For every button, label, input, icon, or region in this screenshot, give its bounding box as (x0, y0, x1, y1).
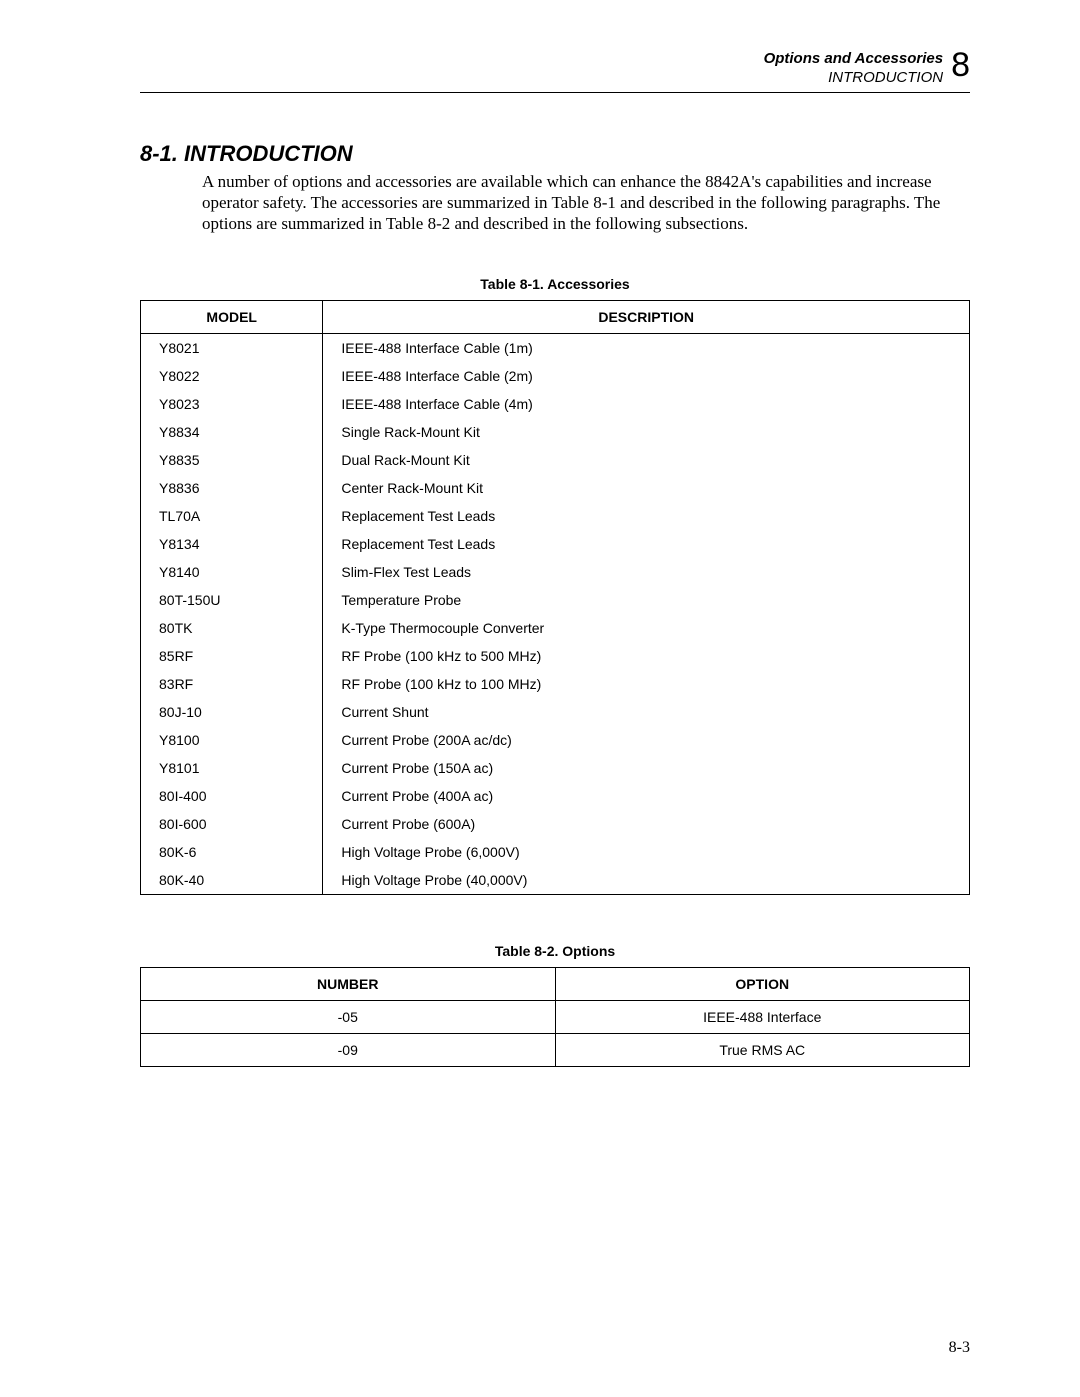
accessories-table: MODEL DESCRIPTION Y8021IEEE-488 Interfac… (140, 300, 970, 895)
model-cell: Y8836 (141, 474, 323, 502)
model-cell: Y8022 (141, 362, 323, 390)
description-cell: Temperature Probe (323, 586, 970, 614)
table-row: 80T-150UTemperature Probe (141, 586, 970, 614)
model-cell: Y8134 (141, 530, 323, 558)
description-cell: RF Probe (100 kHz to 100 MHz) (323, 670, 970, 698)
table2-col-option: OPTION (555, 968, 970, 1001)
number-cell: -05 (141, 1001, 556, 1034)
model-cell: Y8021 (141, 334, 323, 363)
table-row: -05IEEE-488 Interface (141, 1001, 970, 1034)
table-row: TL70AReplacement Test Leads (141, 502, 970, 530)
table-row: 85RFRF Probe (100 kHz to 500 MHz) (141, 642, 970, 670)
table-row: Y8022IEEE-488 Interface Cable (2m) (141, 362, 970, 390)
table-row: 80I-400Current Probe (400A ac) (141, 782, 970, 810)
model-cell: Y8100 (141, 726, 323, 754)
model-cell: Y8834 (141, 418, 323, 446)
table-row: 80I-600Current Probe (600A) (141, 810, 970, 838)
header-text-block: Options and Accessories INTRODUCTION (764, 50, 944, 88)
model-cell: 80K-40 (141, 866, 323, 895)
table1-caption: Table 8-1. Accessories (140, 276, 970, 292)
model-cell: Y8023 (141, 390, 323, 418)
option-cell: True RMS AC (555, 1034, 970, 1067)
intro-paragraph: A number of options and accessories are … (202, 171, 970, 235)
table-row: Y8836Center Rack-Mount Kit (141, 474, 970, 502)
table-row: 83RFRF Probe (100 kHz to 100 MHz) (141, 670, 970, 698)
model-cell: Y8140 (141, 558, 323, 586)
model-cell: 80I-600 (141, 810, 323, 838)
description-cell: Current Shunt (323, 698, 970, 726)
description-cell: Center Rack-Mount Kit (323, 474, 970, 502)
table-row: Y8101Current Probe (150A ac) (141, 754, 970, 782)
table-row: Y8023IEEE-488 Interface Cable (4m) (141, 390, 970, 418)
description-cell: IEEE-488 Interface Cable (4m) (323, 390, 970, 418)
model-cell: 83RF (141, 670, 323, 698)
description-cell: RF Probe (100 kHz to 500 MHz) (323, 642, 970, 670)
model-cell: 80K-6 (141, 838, 323, 866)
table-row: 80TKK-Type Thermocouple Converter (141, 614, 970, 642)
description-cell: High Voltage Probe (40,000V) (323, 866, 970, 895)
page-header: Options and Accessories INTRODUCTION 8 (140, 50, 970, 93)
header-subtitle: INTRODUCTION (764, 69, 944, 88)
description-cell: Replacement Test Leads (323, 502, 970, 530)
table2-col-number: NUMBER (141, 968, 556, 1001)
option-cell: IEEE-488 Interface (555, 1001, 970, 1034)
table1-header-row: MODEL DESCRIPTION (141, 301, 970, 334)
page: Options and Accessories INTRODUCTION 8 8… (0, 0, 1080, 1397)
description-cell: IEEE-488 Interface Cable (1m) (323, 334, 970, 363)
table1-col-model: MODEL (141, 301, 323, 334)
description-cell: Replacement Test Leads (323, 530, 970, 558)
model-cell: 85RF (141, 642, 323, 670)
table-row: 80J-10Current Shunt (141, 698, 970, 726)
table2-caption: Table 8-2. Options (140, 943, 970, 959)
model-cell: 80T-150U (141, 586, 323, 614)
number-cell: -09 (141, 1034, 556, 1067)
description-cell: High Voltage Probe (6,000V) (323, 838, 970, 866)
model-cell: 80J-10 (141, 698, 323, 726)
table-row: Y8834Single Rack-Mount Kit (141, 418, 970, 446)
description-cell: Current Probe (400A ac) (323, 782, 970, 810)
table-row: Y8021IEEE-488 Interface Cable (1m) (141, 334, 970, 363)
description-cell: Current Probe (150A ac) (323, 754, 970, 782)
table-row: Y8134Replacement Test Leads (141, 530, 970, 558)
table-row: Y8140Slim-Flex Test Leads (141, 558, 970, 586)
description-cell: Current Probe (600A) (323, 810, 970, 838)
options-table: NUMBER OPTION -05IEEE-488 Interface-09Tr… (140, 967, 970, 1067)
description-cell: Slim-Flex Test Leads (323, 558, 970, 586)
table-row: Y8100Current Probe (200A ac/dc) (141, 726, 970, 754)
description-cell: Single Rack-Mount Kit (323, 418, 970, 446)
header-chapter-number: 8 (951, 48, 970, 82)
table-row: Y8835Dual Rack-Mount Kit (141, 446, 970, 474)
description-cell: IEEE-488 Interface Cable (2m) (323, 362, 970, 390)
table-row: 80K-6High Voltage Probe (6,000V) (141, 838, 970, 866)
table-row: -09True RMS AC (141, 1034, 970, 1067)
table-row: 80K-40High Voltage Probe (40,000V) (141, 866, 970, 895)
page-number: 8-3 (949, 1339, 970, 1357)
table1-col-description: DESCRIPTION (323, 301, 970, 334)
model-cell: 80TK (141, 614, 323, 642)
model-cell: Y8101 (141, 754, 323, 782)
header-chapter-title: Options and Accessories (764, 50, 944, 69)
description-cell: Current Probe (200A ac/dc) (323, 726, 970, 754)
description-cell: K-Type Thermocouple Converter (323, 614, 970, 642)
model-cell: TL70A (141, 502, 323, 530)
table2-header-row: NUMBER OPTION (141, 968, 970, 1001)
section-heading: 8-1. INTRODUCTION (140, 141, 970, 167)
model-cell: 80I-400 (141, 782, 323, 810)
description-cell: Dual Rack-Mount Kit (323, 446, 970, 474)
model-cell: Y8835 (141, 446, 323, 474)
